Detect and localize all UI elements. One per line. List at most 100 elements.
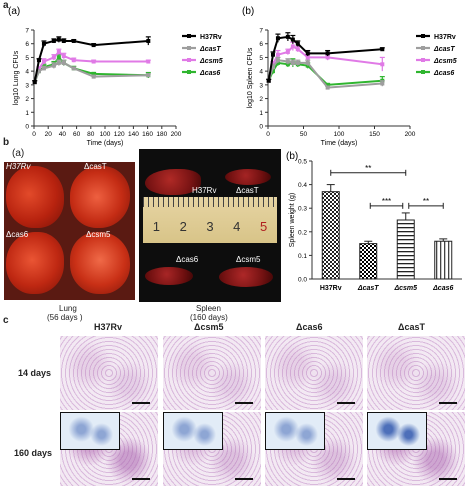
spleen-h37rv-photo: [145, 169, 201, 195]
scale-bar: [132, 478, 150, 480]
data-point: [305, 60, 310, 65]
spleen-photo-panel: 1 2 3 4 5: [139, 149, 281, 302]
bar: [396, 219, 415, 280]
data-point: [285, 59, 290, 64]
spleen-cfu-chart: (b) 0 1 2 3 4 5 6 7 0 50 100 150 200 Time (days) log10 …: [242, 6, 457, 147]
panel-label-c: c: [3, 315, 9, 326]
data-point: [71, 38, 76, 43]
data-point: [290, 37, 295, 42]
series-line: [267, 61, 383, 86]
y-tick-label: 3: [25, 82, 29, 89]
acid-fast-inset: [367, 412, 427, 450]
lung-cast-photo: [70, 166, 130, 228]
x-axis-label: Time (days): [321, 140, 358, 147]
spleen-caption-1: Spleen: [196, 304, 221, 313]
data-point: [275, 52, 280, 57]
data-point: [91, 71, 96, 76]
histology-14days-tile: [265, 336, 363, 410]
y-axis-label: log10 Lung CFUs: [13, 50, 20, 105]
lung-cas6-photo: [6, 232, 64, 294]
data-point: [290, 60, 295, 65]
x-tick-label: 0: [266, 131, 270, 138]
histology-14days-tile: [367, 336, 465, 410]
acid-fast-inset: [163, 412, 223, 450]
y-tick-label: 5: [259, 55, 263, 62]
data-point: [295, 60, 300, 65]
data-point: [325, 85, 330, 90]
data-point: [380, 62, 385, 67]
lung-label-csm5: Δcsm5: [86, 230, 111, 239]
scale-bar: [439, 478, 457, 480]
data-point: [71, 58, 76, 63]
y-tick-label: 2: [259, 96, 263, 103]
data-point: [32, 80, 37, 85]
data-point: [295, 41, 300, 46]
spleen-caption-2: (160 days): [190, 313, 228, 322]
data-point: [36, 69, 41, 74]
x-tick-label: 40: [59, 131, 67, 138]
histo-row-160days: 160 days: [14, 448, 53, 458]
subpanel-label: (b): [242, 6, 254, 17]
data-point: [91, 74, 96, 79]
data-point: [325, 55, 330, 60]
histo-col-cast: ΔcasT: [398, 322, 425, 332]
data-point: [61, 54, 66, 59]
lung-caption-2: (56 days ): [47, 313, 83, 322]
histo-col-csm5: Δcsm5: [194, 322, 224, 332]
scale-bar: [337, 402, 355, 404]
x-tick-label: 20: [45, 131, 53, 138]
spleen-csm5-photo: [219, 267, 273, 287]
ruler-number-1: 1: [152, 219, 161, 234]
histo-col-cas6: Δcas6: [296, 322, 323, 332]
data-point: [290, 44, 295, 49]
subpanel-label: (b): [286, 151, 298, 162]
data-point: [36, 66, 41, 71]
y-axis-label: log10 Spleen CFUs: [247, 47, 254, 108]
significance-label: **: [423, 197, 429, 206]
lung-label-h37rv: H37Rv: [6, 162, 31, 171]
data-point: [295, 47, 300, 52]
data-point: [305, 55, 310, 60]
bar: [434, 240, 453, 280]
subpanel-label-b-a: (a): [12, 148, 25, 159]
y-tick-label: 0.0: [298, 277, 307, 284]
spleen-cas6-photo: [145, 267, 193, 285]
y-tick-label: 4: [25, 69, 29, 76]
category-label: Δcas6: [432, 285, 453, 292]
spleen-label-cast: ΔcasT: [236, 186, 259, 195]
y-tick-label: 0.1: [298, 253, 307, 260]
y-tick-label: 5: [25, 55, 29, 62]
data-point: [325, 82, 330, 87]
lung-h37rv-photo: [6, 166, 64, 228]
legend-marker: [421, 34, 425, 38]
data-point: [146, 59, 151, 64]
y-tick-label: 0.4: [298, 182, 307, 189]
y-tick-label: 3: [259, 82, 263, 89]
x-tick-label: 200: [405, 131, 416, 138]
bar: [359, 243, 378, 280]
legend-marker: [187, 58, 191, 62]
data-point: [270, 52, 275, 57]
y-tick-label: 0.3: [298, 206, 307, 213]
ruler-numbers: 1 2 3 4 5: [143, 219, 277, 234]
ruler-number-4: 4: [233, 219, 241, 234]
data-point: [266, 78, 271, 83]
x-tick-label: 200: [171, 131, 182, 138]
scale-bar: [235, 402, 253, 404]
panel-label-b: b: [3, 137, 10, 148]
histology-grid: H37Rv Δcsm5 Δcas6 ΔcasT 14 days 160 days: [0, 322, 474, 495]
legend-marker: [421, 46, 425, 50]
y-tick-label: 4: [259, 69, 263, 76]
legend-label: Δcas6: [433, 70, 454, 77]
y-tick-label: 7: [259, 28, 263, 35]
significance-label: **: [365, 164, 371, 173]
y-tick-label: 0: [259, 124, 263, 131]
y-tick-label: 0.2: [298, 229, 307, 236]
data-point: [380, 47, 385, 52]
panel-label-a: a: [3, 0, 9, 11]
data-point: [285, 49, 290, 54]
data-point: [380, 81, 385, 86]
data-point: [41, 66, 46, 71]
histo-col-h37rv: H37Rv: [94, 322, 123, 332]
lung-csm5-photo: [70, 232, 130, 294]
